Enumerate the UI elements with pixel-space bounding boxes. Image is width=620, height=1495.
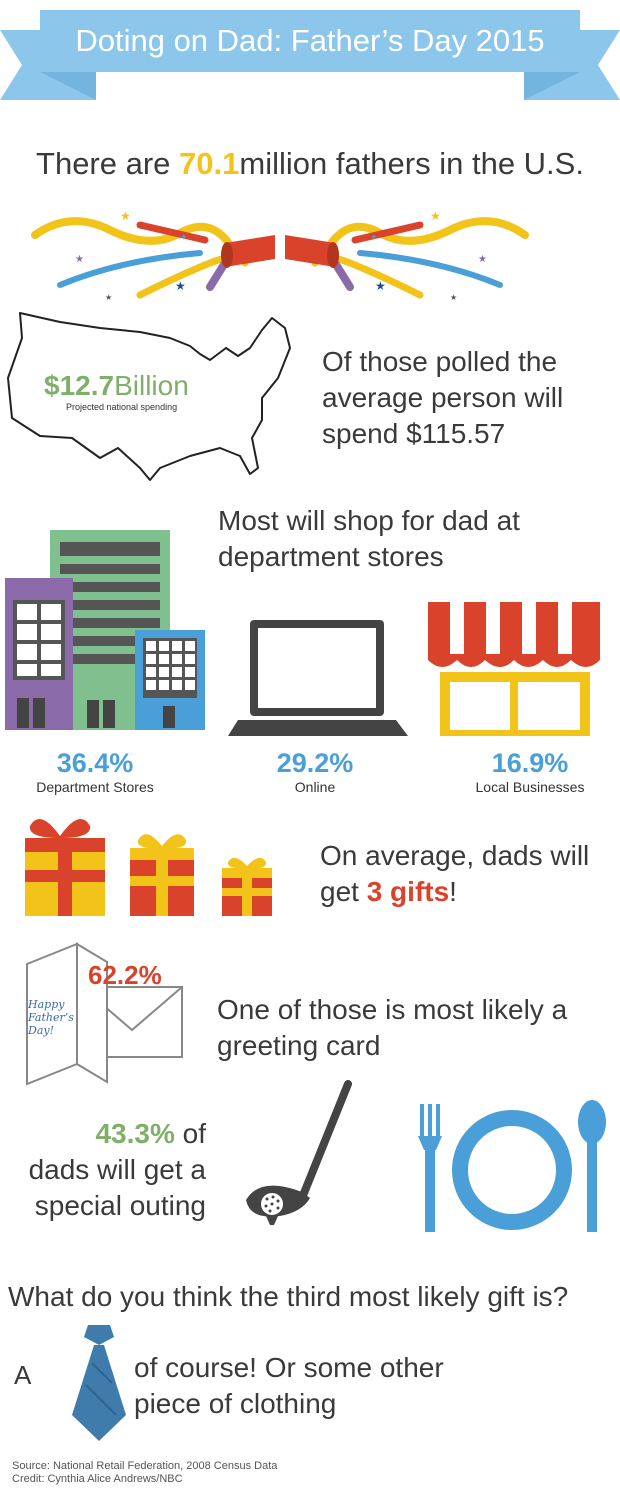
gifts-line-1: On average, dads will xyxy=(320,840,590,871)
gifts-count: 3 gifts xyxy=(366,876,450,907)
third-gift-text: of course! Or some other piece of clothi… xyxy=(134,1350,594,1422)
golf-club-icon xyxy=(246,1080,352,1225)
average-spend-text: Of those polled the average person will … xyxy=(322,344,612,452)
header-banner xyxy=(0,10,620,100)
fathers-suffix: million fathers in the U.S. xyxy=(239,146,584,181)
store-stat-local: 16.9% Local Businesses xyxy=(430,748,620,795)
card-text-line-2: Father’s xyxy=(28,1011,74,1024)
third-gift-line-1: of course! Or some other xyxy=(134,1352,444,1383)
gifts-text: On average, dads will get 3 gifts! xyxy=(320,838,610,910)
outing-text: 43.3% of dads will get a special outing xyxy=(10,1116,206,1224)
greeting-card-envelope-icon xyxy=(26,942,183,1086)
third-gift-line-2: piece of clothing xyxy=(134,1388,337,1419)
card-text-line-1: Happy xyxy=(28,998,65,1011)
footer-credit: Credit: Cynthia Alice Andrews/NBC xyxy=(12,1473,183,1485)
svg-text:★: ★ xyxy=(175,279,186,293)
necktie-icon xyxy=(72,1325,126,1441)
svg-text:★: ★ xyxy=(120,209,131,223)
stores-heading-line-2: department stores xyxy=(218,541,444,572)
dinner-plate-setting-icon xyxy=(418,1100,606,1232)
stores-heading: Most will shop for dad at department sto… xyxy=(218,503,608,575)
stores-heading-line-1: Most will shop for dad at xyxy=(218,505,520,536)
svg-text:★: ★ xyxy=(430,209,441,223)
svg-text:★: ★ xyxy=(375,279,386,293)
local-businesses-label: Local Businesses xyxy=(475,779,585,795)
page-title: Doting on Dad: Father’s Day 2015 xyxy=(75,23,545,58)
spending-caption: Projected national spending xyxy=(66,402,178,412)
svg-text:★: ★ xyxy=(450,293,457,302)
gifts-line-2-suffix: ! xyxy=(449,876,457,907)
spend-line-2: average person will xyxy=(322,382,564,413)
card-line-1: One of those is most likely a xyxy=(217,994,568,1025)
online-label: Online xyxy=(294,779,336,795)
laptop-icon xyxy=(228,620,408,736)
us-map-outline-icon xyxy=(7,312,291,481)
outing-line-2: dads will get a xyxy=(28,1154,206,1185)
spending-unit: Billion xyxy=(114,370,189,401)
third-gift-question: What do you think the third most likely … xyxy=(8,1281,569,1312)
local-storefront-icon xyxy=(428,602,600,736)
department-stores-label: Department Stores xyxy=(36,779,154,795)
fathers-prefix: There are xyxy=(36,146,180,181)
svg-text:★: ★ xyxy=(75,254,84,265)
svg-text:✦: ✦ xyxy=(180,232,188,242)
gifts-line-2: get 3 gifts! xyxy=(320,874,610,910)
department-store-buildings-icon xyxy=(5,530,205,730)
store-stat-online: 29.2% Online xyxy=(220,748,410,795)
outing-percent: 43.3% xyxy=(95,1118,175,1149)
card-greeting-text: Happy Father’s Day! xyxy=(28,998,74,1037)
national-spending-amount: $12.7Billion xyxy=(44,370,189,402)
greeting-card-text: One of those is most likely a greeting c… xyxy=(217,992,612,1064)
outing-line-1-suffix: of xyxy=(174,1118,206,1149)
greeting-card-percent: 62.2% xyxy=(88,960,162,990)
svg-text:★: ★ xyxy=(478,254,487,265)
svg-text:★: ★ xyxy=(105,293,112,302)
spend-line-1: Of those polled the xyxy=(322,346,558,377)
fathers-count-line: There are 70.1million fathers in the U.S… xyxy=(0,146,620,182)
department-stores-percent: 36.4% xyxy=(56,748,134,778)
spending-amount: $12.7 xyxy=(44,370,115,401)
spend-line-3: spend $115.57 xyxy=(322,418,506,449)
footer-sources: Source: National Retail Federation, 2008… xyxy=(12,1460,277,1486)
footer-source: Source: National Retail Federation, 2008… xyxy=(12,1460,278,1472)
outing-line-1: 43.3% of xyxy=(10,1116,206,1152)
third-gift-prefix: A xyxy=(14,1360,32,1390)
celebration-megaphones-illustration: ★ ★ ★ ★ ✦ ★ ★ ★ ★ ✦ xyxy=(31,209,529,302)
online-percent: 29.2% xyxy=(276,748,354,778)
svg-text:✦: ✦ xyxy=(370,232,378,242)
outing-line-3: special outing xyxy=(34,1190,206,1221)
store-stat-department: 36.4% Department Stores xyxy=(0,748,190,795)
card-text-line-3: Day! xyxy=(28,1024,55,1037)
card-line-2: greeting card xyxy=(217,1030,381,1061)
gift-boxes-icon xyxy=(25,818,272,916)
fathers-number: 70.1 xyxy=(179,146,240,181)
local-businesses-percent: 16.9% xyxy=(491,748,569,778)
gifts-line-2-prefix: get xyxy=(320,876,367,907)
